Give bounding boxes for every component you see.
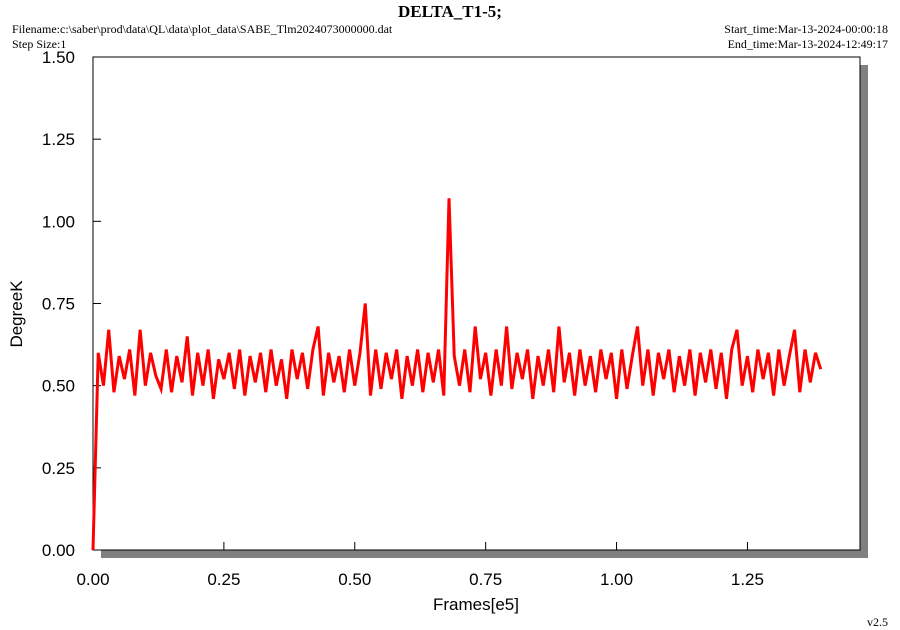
x-tick-label: 0.00 bbox=[76, 570, 109, 589]
x-tick-label: 1.00 bbox=[600, 570, 633, 589]
x-axis-label: Frames[e5] bbox=[433, 595, 519, 614]
end-time: End_time:Mar-13-2024-12:49:17 bbox=[728, 37, 888, 51]
chart-title: DELTA_T1-5; bbox=[398, 2, 502, 21]
y-tick-label: 1.50 bbox=[42, 48, 75, 67]
y-tick-label: 1.00 bbox=[42, 212, 75, 231]
step-size: Step Size:1 bbox=[12, 37, 66, 51]
filename: Filename:c:\saber\prod\data\QL\data\plot… bbox=[12, 22, 393, 36]
start-time: Start_time:Mar-13-2024-00:00:18 bbox=[724, 22, 888, 36]
x-tick-label: 0.75 bbox=[469, 570, 502, 589]
y-axis-label: DegreeK bbox=[7, 280, 26, 348]
plot-area bbox=[92, 56, 861, 551]
y-tick-label: 0.50 bbox=[42, 377, 75, 396]
x-tick-label: 0.25 bbox=[207, 570, 240, 589]
data-line bbox=[91, 198, 823, 551]
x-tick-label: 1.25 bbox=[731, 570, 764, 589]
x-tick-label: 0.50 bbox=[338, 570, 371, 589]
y-tick-label: 0.25 bbox=[42, 459, 75, 478]
y-tick-label: 0.00 bbox=[42, 541, 75, 560]
version: v2.5 bbox=[867, 615, 888, 629]
y-tick-label: 0.75 bbox=[42, 295, 75, 314]
y-tick-label: 1.25 bbox=[42, 130, 75, 149]
